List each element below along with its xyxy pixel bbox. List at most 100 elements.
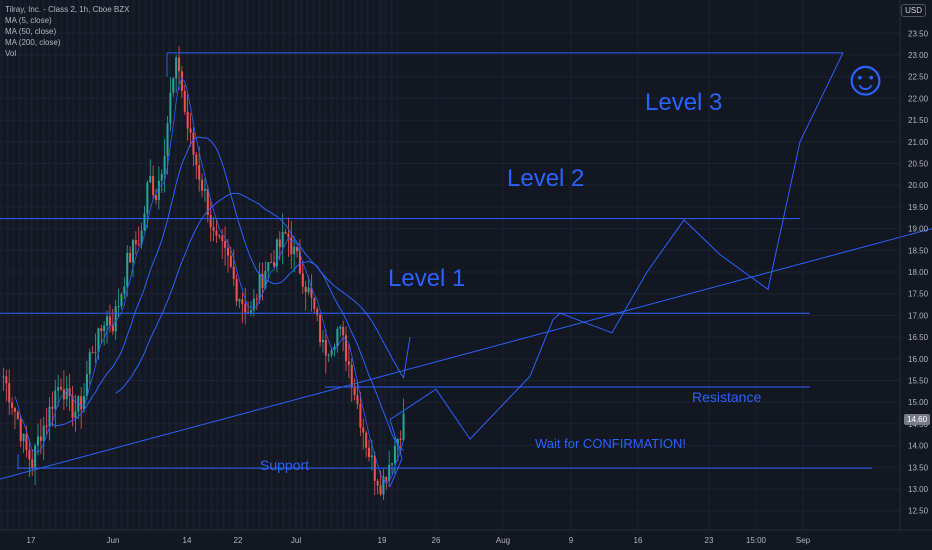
candle-body: [129, 252, 132, 263]
candle-body: [362, 427, 365, 433]
candle-body: [203, 188, 206, 191]
candle-body: [8, 383, 11, 403]
candle-body: [365, 432, 368, 448]
candle-body: [19, 418, 22, 441]
candle-body: [80, 396, 83, 410]
candle-body: [42, 425, 45, 441]
session-stripe: [336, 0, 339, 530]
session-stripe: [300, 0, 303, 530]
candle-body: [183, 90, 186, 112]
candle-body: [310, 287, 313, 298]
candle-body: [382, 476, 385, 495]
indicator-ma200[interactable]: MA (200, close): [5, 38, 61, 47]
candle-body: [34, 445, 37, 468]
indicator-volume[interactable]: Vol: [5, 49, 17, 58]
candle-body: [255, 298, 258, 300]
x-tick-label: 14: [183, 536, 192, 545]
y-tick-label: 14.00: [908, 442, 929, 451]
candle-body: [154, 195, 158, 200]
x-tick-label: 16: [634, 536, 643, 545]
last-price-tag: 14.60: [904, 414, 931, 425]
candle-body: [201, 179, 204, 191]
candle-body: [224, 241, 227, 248]
candle-body: [192, 132, 195, 155]
candle-body: [402, 413, 405, 440]
projection-path: [389, 52, 844, 487]
y-tick-label: 19.00: [908, 225, 929, 234]
candle-body: [281, 232, 284, 248]
candle-body: [399, 438, 402, 440]
y-tick-label: 18.00: [908, 268, 929, 277]
resistance-label: Resistance: [692, 389, 762, 405]
session-stripe: [330, 0, 333, 530]
candle-body: [393, 445, 396, 464]
session-stripe: [240, 0, 243, 530]
y-tick-label: 17.50: [908, 290, 929, 299]
candle-body: [290, 237, 293, 255]
chart-legend: Tilray, Inc. - Class 2, 1h, Cboe BZX MA …: [5, 4, 129, 59]
session-stripe: [150, 0, 153, 530]
candle-body: [313, 297, 316, 309]
candle-body: [166, 123, 169, 157]
session-stripe: [372, 0, 375, 530]
candle-body: [48, 406, 51, 427]
candle-body: [88, 352, 91, 374]
candle-body: [100, 328, 103, 331]
session-stripe: [354, 0, 357, 530]
x-tick-label: Aug: [496, 536, 510, 545]
session-stripe: [0, 0, 3, 530]
candle-body: [319, 314, 322, 343]
candle-body: [350, 364, 353, 388]
ma-200-line: [115, 192, 411, 394]
candle-body: [368, 447, 371, 458]
ascending-trend-line: [0, 228, 932, 480]
session-stripe: [282, 0, 285, 530]
session-stripe: [36, 0, 39, 530]
session-stripe: [42, 0, 45, 530]
candle-body: [307, 287, 310, 293]
x-tick-label: Jun: [107, 536, 120, 545]
candle-body: [353, 387, 356, 396]
candle-body: [77, 396, 80, 412]
candle-body: [120, 293, 123, 307]
candle-body: [359, 404, 362, 428]
indicator-ma5[interactable]: MA (5, close): [5, 16, 52, 25]
candle-body: [5, 376, 8, 384]
y-tick-label: 16.50: [908, 333, 929, 342]
y-tick-label: 15.50: [908, 377, 929, 386]
level-3-label: Level 3: [645, 89, 723, 116]
candle-body: [172, 78, 175, 93]
candle-body: [146, 182, 149, 214]
session-stripe: [396, 0, 399, 530]
session-stripe: [366, 0, 369, 530]
candle-body: [134, 240, 137, 245]
session-stripe: [252, 0, 255, 530]
candle-body: [287, 233, 290, 238]
session-stripe: [60, 0, 63, 530]
indicator-ma50[interactable]: MA (50, close): [5, 27, 57, 36]
candle-body: [232, 266, 235, 280]
ma-50-line: [52, 136, 404, 451]
candle-body: [106, 316, 109, 326]
y-tick-label: 16.00: [908, 355, 929, 364]
candle-body: [198, 165, 201, 180]
candle-body: [238, 299, 241, 302]
candle-body: [298, 251, 301, 274]
candle-body: [275, 239, 278, 267]
x-tick-label: 17: [27, 536, 36, 545]
candle-body: [149, 175, 152, 183]
session-stripe: [288, 0, 291, 530]
currency-button[interactable]: USD: [901, 4, 926, 17]
candle-body: [97, 328, 100, 353]
candle-body: [396, 438, 399, 446]
candle-body: [45, 425, 48, 427]
session-stripe: [108, 0, 111, 530]
y-tick-label: 20.50: [908, 160, 929, 169]
session-stripe: [204, 0, 207, 530]
candle-body: [241, 299, 244, 304]
session-stripe: [162, 0, 165, 530]
session-stripe: [342, 0, 345, 530]
candle-body: [137, 244, 140, 246]
